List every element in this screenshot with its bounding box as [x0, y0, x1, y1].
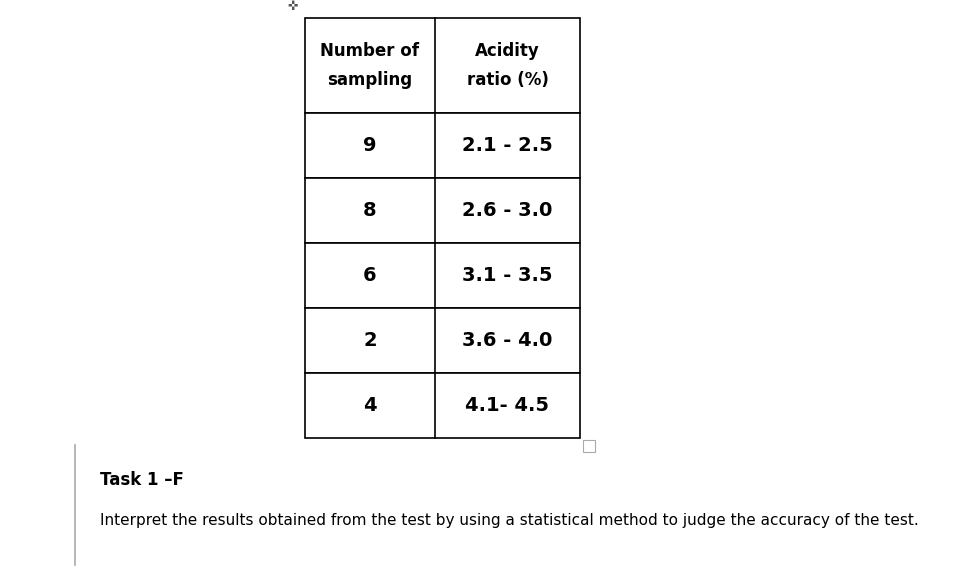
- Text: 3.6 - 4.0: 3.6 - 4.0: [462, 331, 553, 350]
- Bar: [305, 243, 579, 308]
- Text: 2.1 - 2.5: 2.1 - 2.5: [461, 136, 553, 155]
- Text: 8: 8: [363, 201, 377, 220]
- Text: 4: 4: [363, 396, 377, 415]
- Text: Acidity
ratio (%): Acidity ratio (%): [466, 42, 548, 89]
- Bar: [305, 178, 579, 243]
- Text: Interpret the results obtained from the test by using a statistical method to ju: Interpret the results obtained from the …: [100, 513, 918, 527]
- Bar: [305, 373, 579, 438]
- Text: 6: 6: [363, 266, 377, 285]
- Text: ✜: ✜: [287, 0, 298, 13]
- Bar: [305, 113, 579, 178]
- Text: 9: 9: [363, 136, 377, 155]
- Bar: [582, 440, 595, 452]
- Text: 2.6 - 3.0: 2.6 - 3.0: [462, 201, 553, 220]
- Text: 2: 2: [363, 331, 377, 350]
- Text: 4.1- 4.5: 4.1- 4.5: [465, 396, 549, 415]
- Bar: [305, 308, 579, 373]
- Text: 3.1 - 3.5: 3.1 - 3.5: [462, 266, 553, 285]
- Text: Task 1 –F: Task 1 –F: [100, 471, 184, 489]
- Bar: [305, 18, 579, 113]
- Text: Number of
sampling: Number of sampling: [320, 42, 419, 89]
